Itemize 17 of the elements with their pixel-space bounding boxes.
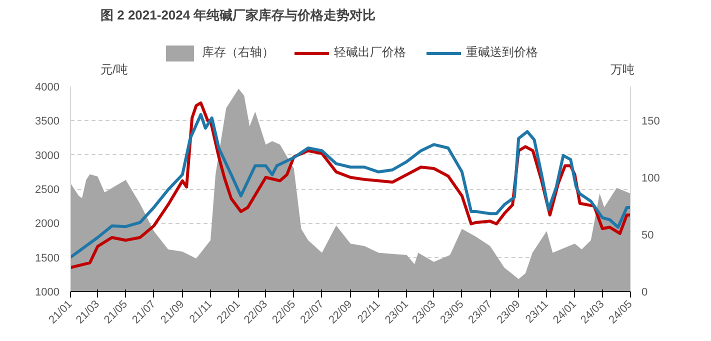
- legend-label: 库存（右轴）: [202, 44, 274, 61]
- y-tick-label: 3000: [35, 150, 60, 162]
- y2-tick-label: 50: [642, 230, 654, 242]
- y2-tick-label: 100: [642, 172, 660, 185]
- y-tick-label: 3500: [35, 116, 60, 128]
- chart-title: 图 2 2021-2024 年纯碱厂家库存与价格走势对比: [100, 8, 376, 22]
- y-tick-label: 1500: [35, 252, 60, 264]
- y-tick-label: 4000: [35, 82, 60, 94]
- y-tick-label: 2500: [35, 184, 60, 196]
- legend-label: 轻碱出厂价格: [334, 44, 406, 61]
- y2-tick-label: 150: [642, 116, 660, 128]
- y-tick-label: 2000: [35, 218, 60, 230]
- legend-label: 重碱送到价格: [466, 44, 538, 61]
- y-tick-label: 1000: [35, 286, 60, 298]
- y-axis-title: 元/吨: [100, 62, 128, 76]
- y2-axis-title: 万吨: [610, 62, 634, 76]
- y2-tick-label: 0: [642, 286, 648, 298]
